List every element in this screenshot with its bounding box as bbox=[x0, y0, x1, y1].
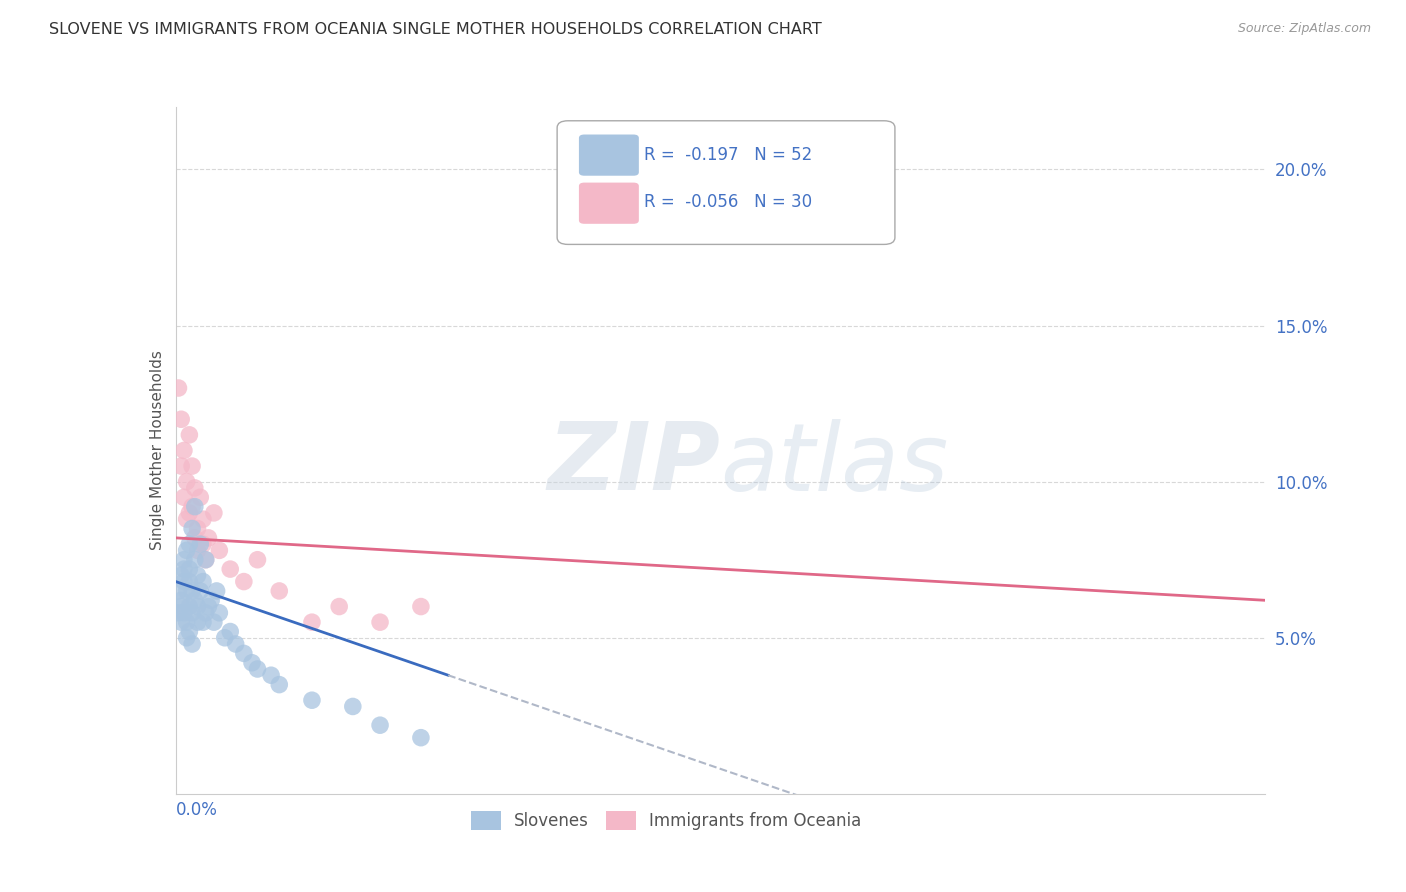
Point bbox=[181, 606, 204, 620]
Point bbox=[179, 562, 201, 576]
Point bbox=[214, 631, 236, 645]
Point bbox=[184, 593, 207, 607]
Point bbox=[301, 615, 323, 630]
Point bbox=[269, 678, 291, 692]
Point bbox=[246, 662, 269, 676]
Point bbox=[181, 583, 204, 598]
FancyBboxPatch shape bbox=[579, 135, 638, 176]
Point bbox=[179, 427, 201, 442]
Point bbox=[232, 574, 254, 589]
Text: R =  -0.056   N = 30: R = -0.056 N = 30 bbox=[644, 193, 813, 211]
Point bbox=[170, 412, 193, 426]
Point bbox=[167, 381, 190, 395]
FancyBboxPatch shape bbox=[557, 120, 896, 244]
Point bbox=[368, 718, 391, 732]
Y-axis label: Single Mother Households: Single Mother Households bbox=[149, 351, 165, 550]
Point bbox=[194, 552, 217, 567]
Point bbox=[194, 552, 217, 567]
Point bbox=[205, 583, 228, 598]
Point bbox=[170, 458, 193, 473]
Point bbox=[191, 512, 214, 526]
Point bbox=[176, 583, 198, 598]
Point bbox=[173, 606, 195, 620]
Point bbox=[186, 568, 209, 582]
Point bbox=[368, 615, 391, 630]
Point bbox=[179, 506, 201, 520]
Point bbox=[186, 521, 209, 535]
Legend: Slovenes, Immigrants from Oceania: Slovenes, Immigrants from Oceania bbox=[464, 805, 868, 837]
Point bbox=[260, 668, 283, 682]
Point bbox=[208, 606, 231, 620]
Point bbox=[328, 599, 350, 614]
Text: R =  -0.197   N = 52: R = -0.197 N = 52 bbox=[644, 146, 813, 164]
Point bbox=[301, 693, 323, 707]
Point bbox=[184, 481, 207, 495]
Point bbox=[246, 552, 269, 567]
Point bbox=[170, 593, 193, 607]
Point bbox=[179, 574, 201, 589]
Point bbox=[179, 537, 201, 551]
Text: atlas: atlas bbox=[721, 418, 949, 509]
Point bbox=[186, 543, 209, 558]
Point bbox=[188, 490, 211, 504]
Point bbox=[208, 543, 231, 558]
Point bbox=[219, 624, 242, 639]
Point bbox=[188, 537, 211, 551]
Point bbox=[186, 599, 209, 614]
Point bbox=[173, 443, 195, 458]
Point bbox=[173, 552, 195, 567]
Point bbox=[176, 512, 198, 526]
Point bbox=[202, 506, 225, 520]
Point bbox=[170, 615, 193, 630]
Point bbox=[179, 624, 201, 639]
Point bbox=[186, 615, 209, 630]
Point bbox=[219, 562, 242, 576]
Point bbox=[232, 646, 254, 660]
Point bbox=[167, 583, 190, 598]
FancyBboxPatch shape bbox=[579, 183, 638, 224]
Point bbox=[409, 731, 432, 745]
Point bbox=[173, 490, 195, 504]
Point bbox=[269, 583, 291, 598]
Point bbox=[181, 500, 204, 514]
Text: ZIP: ZIP bbox=[548, 418, 721, 510]
Point bbox=[191, 537, 214, 551]
Point bbox=[173, 574, 195, 589]
Point bbox=[194, 606, 217, 620]
Point bbox=[342, 699, 364, 714]
Text: SLOVENE VS IMMIGRANTS FROM OCEANIA SINGLE MOTHER HOUSEHOLDS CORRELATION CHART: SLOVENE VS IMMIGRANTS FROM OCEANIA SINGL… bbox=[49, 22, 823, 37]
Point bbox=[176, 615, 198, 630]
Point bbox=[225, 637, 247, 651]
Text: Source: ZipAtlas.com: Source: ZipAtlas.com bbox=[1237, 22, 1371, 36]
Point bbox=[191, 574, 214, 589]
Point bbox=[170, 568, 193, 582]
Point bbox=[184, 552, 207, 567]
Point bbox=[167, 606, 190, 620]
Point bbox=[197, 531, 219, 545]
Point bbox=[202, 615, 225, 630]
Point bbox=[173, 562, 195, 576]
Point bbox=[170, 599, 193, 614]
Point bbox=[181, 458, 204, 473]
Point bbox=[409, 599, 432, 614]
Point bbox=[197, 599, 219, 614]
Point bbox=[176, 631, 198, 645]
Point bbox=[181, 521, 204, 535]
Point bbox=[191, 615, 214, 630]
Point bbox=[179, 599, 201, 614]
Point bbox=[184, 531, 207, 545]
Text: 0.0%: 0.0% bbox=[176, 801, 218, 819]
Point bbox=[181, 637, 204, 651]
Point bbox=[240, 656, 263, 670]
Point bbox=[184, 500, 207, 514]
Point bbox=[176, 543, 198, 558]
Point bbox=[176, 475, 198, 489]
Point bbox=[188, 583, 211, 598]
Point bbox=[200, 593, 222, 607]
